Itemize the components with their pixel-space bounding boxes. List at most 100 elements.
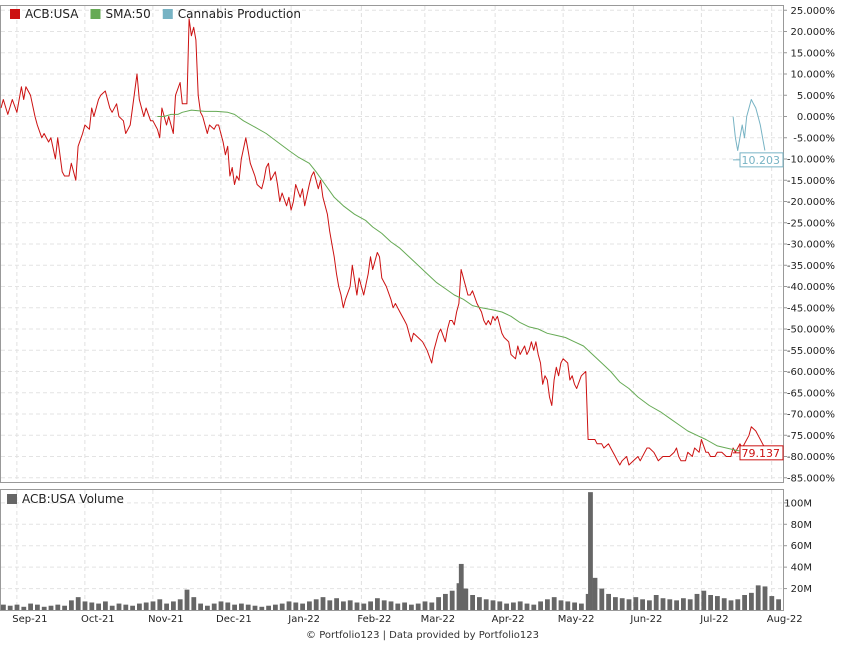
volume-bar <box>721 598 727 610</box>
volume-bar <box>524 603 530 610</box>
volume-bar <box>293 602 299 610</box>
price-y-axis-ticks: 25.000% 20.000% 15.000% 10.000% 5.000% 0.000%… <box>783 6 836 484</box>
volume-bar <box>517 601 523 610</box>
volume-bar <box>415 603 421 610</box>
volume-bar <box>89 602 95 610</box>
volume-bar <box>660 598 666 610</box>
volume-bar <box>123 604 129 610</box>
volume-bar <box>75 597 81 610</box>
volume-bar <box>694 593 700 610</box>
volume-bar <box>429 602 435 610</box>
price-tick-label: -85.000% <box>787 473 835 484</box>
volume-bar <box>14 604 20 610</box>
x-tick-label: Feb-22 <box>357 614 391 625</box>
x-tick-label: Jan-22 <box>287 614 320 625</box>
volume-bar <box>368 601 373 610</box>
volume-tick-label: 60M <box>791 541 812 552</box>
volume-bar <box>307 601 312 610</box>
volume-bar <box>381 600 387 610</box>
volume-bars <box>1 492 781 610</box>
price-tick-label: -60.000% <box>787 367 835 378</box>
legend-swatch-acb-usa <box>10 9 20 19</box>
volume-bar <box>613 597 618 610</box>
price-tick-label: -25.000% <box>787 218 835 229</box>
price-tick-label: -45.000% <box>787 303 835 314</box>
volume-bar <box>545 599 550 610</box>
last-value-labels: 79.137 10.203 <box>733 152 784 461</box>
volume-bar <box>7 605 13 610</box>
volume-bar <box>588 492 593 610</box>
volume-bar <box>116 603 122 610</box>
last-value-label: 10.203 <box>742 154 781 167</box>
price-grid <box>1 9 783 479</box>
volume-bar <box>606 593 611 610</box>
volume-bar <box>531 604 537 610</box>
volume-bar <box>470 595 475 610</box>
volume-bar <box>164 603 169 610</box>
volume-bar <box>218 601 224 610</box>
x-tick-label: Jul-22 <box>699 614 728 625</box>
price-tick-label: -30.000% <box>787 240 835 251</box>
volume-bar <box>334 598 339 610</box>
volume-legend-swatch <box>7 494 17 504</box>
x-tick-label: Mar-22 <box>421 614 456 625</box>
price-tick-label: 0.000% <box>797 112 835 123</box>
volume-bar <box>35 604 40 610</box>
volume-bar <box>109 605 115 610</box>
volume-bar <box>490 600 496 610</box>
price-tick-label: 5.000% <box>797 91 835 102</box>
volume-bar <box>715 596 720 610</box>
price-tick-label: -20.000% <box>787 197 835 208</box>
volume-bar <box>626 599 632 610</box>
volume-bar <box>177 599 183 610</box>
series-lines <box>0 18 766 466</box>
volume-bar <box>313 599 319 610</box>
footer: © Portfolio123 | Data provided by Portfo… <box>306 630 539 641</box>
volume-bar <box>647 600 652 610</box>
volume-bar <box>667 599 673 610</box>
x-tick-label: Oct-21 <box>81 614 115 625</box>
volume-bar <box>463 588 469 610</box>
volume-bar <box>320 597 326 610</box>
volume-bar <box>565 601 571 610</box>
x-tick-label: Dec-21 <box>216 614 252 625</box>
volume-bar <box>762 586 768 610</box>
volume-bar <box>239 603 244 610</box>
volume-bar <box>388 601 394 610</box>
price-tick-label: -75.000% <box>787 431 835 442</box>
price-tick-label: 20.000% <box>791 27 836 38</box>
volume-bar <box>341 601 346 610</box>
legend-label-cannabis-production: Cannabis Production <box>178 7 301 21</box>
volume-bar <box>742 595 747 610</box>
volume-bar <box>191 597 197 610</box>
x-tick-label: May-22 <box>558 614 595 625</box>
volume-bar <box>232 604 237 610</box>
x-tick-label: Sep-21 <box>12 614 47 625</box>
volume-legend-label: ACB:USA Volume <box>22 492 124 506</box>
volume-bar <box>150 601 156 610</box>
price-tick-label: -80.000% <box>787 452 835 463</box>
volume-bar <box>62 605 67 610</box>
price-tick-label: -50.000% <box>787 325 835 336</box>
volume-bar <box>1 604 6 610</box>
legend-label-acb-usa: ACB:USA <box>25 7 79 21</box>
volume-bar <box>171 601 176 610</box>
price-tick-label: -55.000% <box>787 346 835 357</box>
volume-bar <box>558 600 564 610</box>
volume-bar <box>327 600 333 610</box>
volume-bar <box>55 604 61 610</box>
volume-tick-label: 100M <box>784 498 812 509</box>
volume-tick-label: 40M <box>791 563 812 574</box>
volume-bar <box>497 601 503 610</box>
volume-panel-frame <box>0 489 784 611</box>
volume-bar <box>749 592 754 610</box>
price-tick-label: -70.000% <box>787 410 835 421</box>
volume-bar <box>184 589 190 610</box>
volume-bar <box>103 601 108 610</box>
volume-bar <box>361 603 367 610</box>
volume-bar <box>477 597 482 610</box>
volume-bar <box>225 602 231 610</box>
series-line-cannabis-production <box>732 99 766 151</box>
volume-bar <box>579 603 584 610</box>
volume-bar <box>728 600 734 610</box>
